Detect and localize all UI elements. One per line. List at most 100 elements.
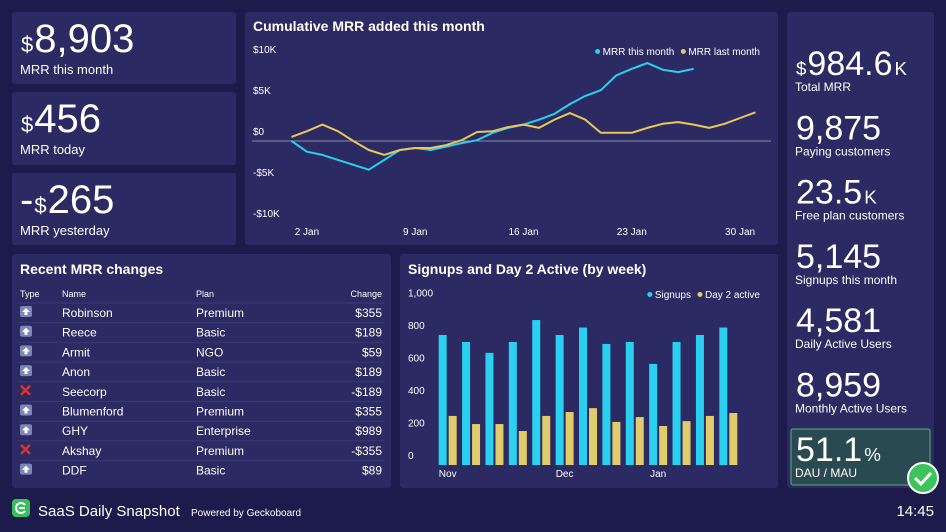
legend-label: Signups bbox=[655, 290, 691, 301]
total-label: Free plan customers bbox=[795, 209, 904, 223]
legend-swatch bbox=[595, 49, 601, 54]
type-arrow bbox=[22, 367, 30, 375]
table-header: Change bbox=[350, 289, 382, 299]
table-cell: Seecorp bbox=[62, 385, 107, 399]
total-label: Total MRR bbox=[795, 80, 851, 94]
bar bbox=[612, 421, 621, 465]
kpi-number: 51.1 bbox=[796, 431, 862, 469]
kpi-value: 9,875 bbox=[796, 109, 881, 147]
kpi-number: 23.5 bbox=[796, 174, 862, 212]
bar bbox=[462, 341, 471, 465]
bar bbox=[729, 413, 738, 465]
bar bbox=[705, 415, 714, 465]
y-tick-label: $0 bbox=[253, 127, 265, 138]
bar bbox=[495, 424, 504, 465]
legend-swatch bbox=[647, 292, 653, 297]
table-cell: $355 bbox=[355, 306, 382, 320]
bar bbox=[579, 327, 587, 465]
x-tick-label: 16 Jan bbox=[508, 227, 538, 238]
table-cell: $59 bbox=[362, 345, 382, 359]
bar bbox=[625, 341, 634, 465]
table-cell: Anon bbox=[62, 365, 90, 379]
kpi-number: 456 bbox=[34, 97, 101, 141]
kpi-sign: - bbox=[20, 178, 33, 222]
y-tick-label: -$5K bbox=[253, 168, 274, 179]
x-tick-label: 23 Jan bbox=[617, 227, 647, 238]
kpi-value: 8,959 bbox=[796, 367, 881, 405]
bar bbox=[448, 415, 457, 465]
type-arrow bbox=[22, 327, 30, 335]
kpi-number: 8,903 bbox=[34, 17, 134, 61]
kpi-number: 265 bbox=[48, 178, 115, 222]
table-header: Type bbox=[20, 289, 40, 299]
kpi-number: 8,959 bbox=[796, 367, 881, 405]
x-tick-label: Nov bbox=[439, 469, 457, 480]
table-cell: -$355 bbox=[351, 444, 382, 458]
table-cell: Basic bbox=[196, 326, 225, 340]
bar bbox=[532, 320, 541, 465]
kpi-value: $984.6 K bbox=[796, 45, 908, 83]
table-cell: -$189 bbox=[351, 385, 382, 399]
bar bbox=[472, 424, 481, 465]
bar bbox=[555, 335, 564, 465]
chart-title: Signups and Day 2 Active (by week) bbox=[408, 261, 646, 277]
series-line bbox=[290, 62, 694, 171]
kpi-number: 4,581 bbox=[796, 302, 881, 340]
table-cell: Premium bbox=[196, 306, 244, 320]
bar bbox=[635, 417, 644, 465]
table-cell: Armit bbox=[62, 345, 91, 359]
check-mark bbox=[913, 471, 933, 487]
kpi-label: MRR today bbox=[20, 142, 86, 157]
table-cell: Blumenford bbox=[62, 405, 123, 419]
y-tick-label: $5K bbox=[253, 86, 271, 97]
bar bbox=[672, 341, 681, 465]
table-panel bbox=[12, 254, 391, 488]
kpi-label: MRR yesterday bbox=[20, 223, 110, 238]
y-tick-label: 400 bbox=[408, 386, 425, 397]
y-tick-label: 200 bbox=[408, 419, 425, 430]
chart-title: Cumulative MRR added this month bbox=[253, 18, 485, 34]
table-cell: Basic bbox=[196, 464, 225, 478]
table-cell: Premium bbox=[196, 405, 244, 419]
y-tick-label: 0 bbox=[408, 451, 414, 462]
type-arrow bbox=[22, 465, 30, 473]
total-label: Daily Active Users bbox=[795, 337, 892, 351]
total-label: Paying customers bbox=[795, 144, 890, 158]
kpi-value: $456 bbox=[21, 97, 101, 141]
kpi-value: 23.5 K bbox=[796, 174, 877, 212]
y-tick-label: 600 bbox=[408, 354, 425, 365]
legend-label: Day 2 active bbox=[705, 290, 760, 301]
table-cell: Robinson bbox=[62, 306, 113, 320]
bar bbox=[659, 426, 668, 465]
table-cell: GHY bbox=[62, 424, 88, 438]
table-cell: DDF bbox=[62, 464, 87, 478]
table-cell: Premium bbox=[196, 444, 244, 458]
table-cell: NGO bbox=[196, 345, 223, 359]
bar bbox=[485, 352, 494, 465]
kpi-prefix: $ bbox=[796, 58, 807, 79]
table-cell: $355 bbox=[355, 405, 382, 419]
x-tick-label: Dec bbox=[556, 469, 574, 480]
table-header: Plan bbox=[196, 289, 214, 299]
kpi-panel bbox=[12, 173, 236, 245]
kpi-value: $8,903 bbox=[21, 17, 134, 61]
kpi-suffix: K bbox=[864, 187, 877, 208]
table-cell: Basic bbox=[196, 365, 225, 379]
x-tick-label: 2 Jan bbox=[295, 227, 319, 238]
table-cell: $989 bbox=[355, 424, 382, 438]
table-cell: Reece bbox=[62, 326, 97, 340]
kpi-prefix: $ bbox=[21, 32, 33, 57]
table-cell: $189 bbox=[355, 365, 382, 379]
kpi-suffix: % bbox=[864, 444, 881, 465]
table-cell: $189 bbox=[355, 326, 382, 340]
table-cell: Akshay bbox=[62, 444, 101, 458]
line-chart-panel bbox=[245, 12, 778, 245]
totals-panel bbox=[787, 12, 934, 488]
type-arrow bbox=[22, 406, 30, 414]
table-title: Recent MRR changes bbox=[20, 261, 163, 277]
table-cell: $89 bbox=[362, 464, 382, 478]
kpi-prefix: $ bbox=[21, 112, 33, 137]
status-icon bbox=[907, 462, 939, 494]
